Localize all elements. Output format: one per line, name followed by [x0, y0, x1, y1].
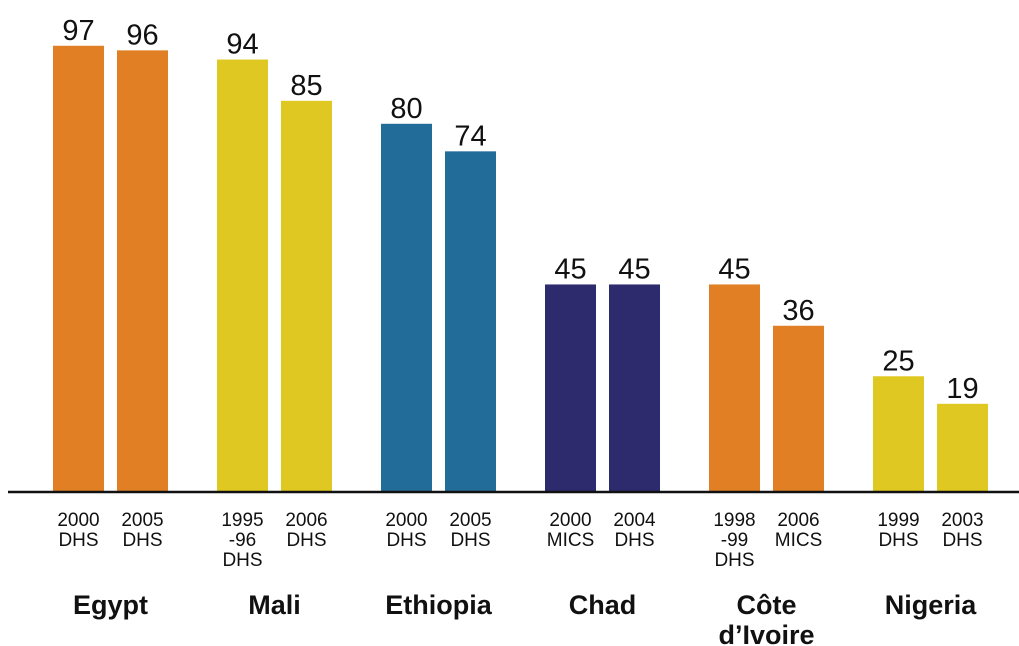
tick-label-2-0-0: 2000 [385, 510, 427, 531]
data-label-5-0: 25 [882, 345, 914, 377]
value-labels-layer: 97 96 94 85 80 74 45 45 45 36 25 19 [62, 15, 978, 405]
data-label-3-1: 45 [618, 253, 650, 285]
tick-label-0-1-0: 2005 [121, 510, 163, 531]
bar-5-1 [937, 403, 988, 491]
data-label-5-1: 19 [946, 373, 978, 405]
tick-label-4-0-1: -99 [721, 530, 748, 551]
tick-label-4-1-0: 2006 [777, 510, 819, 531]
bar-4-0 [709, 284, 760, 491]
tick-label-3-1-0: 2004 [613, 510, 656, 531]
survey-tick-labels-layer: 2000DHS2005DHS1995-96DHS2006DHS2000DHS20… [57, 510, 983, 571]
tick-label-1-1-1: DHS [286, 530, 326, 551]
country-label-1-0: Mali [248, 590, 301, 620]
tick-label-1-0-0: 1995 [221, 510, 263, 531]
country-label-5-0: Nigeria [885, 590, 978, 620]
data-label-2-1: 74 [454, 120, 486, 152]
bar-0-1 [117, 50, 168, 492]
tick-label-0-0-0: 2000 [57, 510, 99, 531]
data-label-0-1: 96 [126, 19, 158, 51]
tick-label-1-0-1: -96 [229, 530, 256, 551]
tick-label-4-0-2: DHS [714, 550, 754, 571]
tick-label-2-1-1: DHS [450, 530, 490, 551]
country-label-4-1: d’Ivoire [718, 620, 814, 646]
tick-label-1-1-0: 2006 [285, 510, 327, 531]
bar-2-0 [381, 123, 432, 492]
data-label-2-0: 80 [390, 93, 422, 125]
tick-label-2-0-1: DHS [386, 530, 426, 551]
tick-label-4-1-1: MICS [775, 530, 823, 551]
tick-label-5-1-0: 2003 [941, 510, 983, 531]
bars-layer [53, 45, 988, 492]
tick-label-2-1-0: 2005 [449, 510, 491, 531]
bar-1-0 [217, 59, 268, 491]
data-label-1-1: 85 [290, 70, 322, 102]
bar-3-1 [609, 284, 660, 491]
country-label-0-0: Egypt [73, 590, 148, 620]
data-label-4-0: 45 [718, 253, 750, 285]
bar-4-1 [773, 325, 824, 491]
data-label-1-0: 94 [226, 29, 258, 61]
tick-label-5-1-1: DHS [942, 530, 982, 551]
tick-label-3-1-1: DHS [614, 530, 654, 551]
tick-label-0-0-1: DHS [58, 530, 98, 551]
data-label-0-0: 97 [62, 15, 94, 47]
bar-2-1 [445, 151, 496, 491]
country-label-2-0: Ethiopia [385, 590, 492, 620]
tick-label-1-0-2: DHS [222, 550, 262, 571]
data-label-4-1: 36 [782, 295, 814, 327]
bar-1-1 [281, 100, 332, 491]
bar-0-0 [53, 45, 104, 492]
tick-label-3-0-1: MICS [547, 530, 595, 551]
bar-5-0 [873, 376, 924, 491]
data-label-3-0: 45 [554, 253, 586, 285]
tick-label-5-0-1: DHS [878, 530, 918, 551]
country-label-4-0: Côte [737, 590, 797, 620]
tick-label-0-1-1: DHS [122, 530, 162, 551]
bar-3-0 [545, 284, 596, 491]
tick-label-3-0-0: 2000 [549, 510, 591, 531]
tick-label-5-0-0: 1999 [877, 510, 919, 531]
country-label-3-0: Chad [569, 590, 637, 620]
tick-label-4-0-0: 1998 [713, 510, 755, 531]
